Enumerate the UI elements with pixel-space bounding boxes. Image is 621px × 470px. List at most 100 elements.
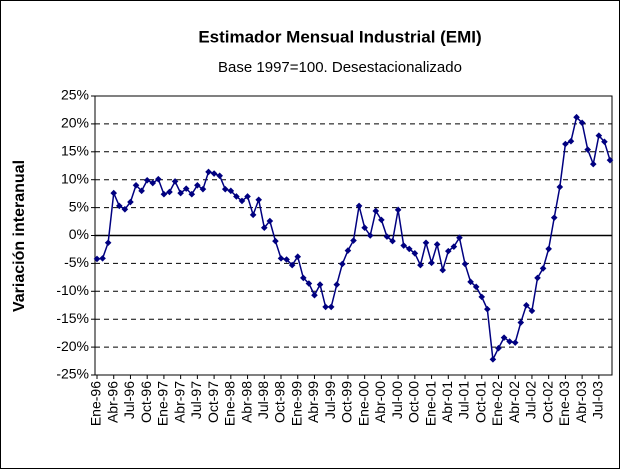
marker: [277, 255, 285, 262]
x-tick-label: Jul-03: [590, 381, 606, 419]
marker: [344, 247, 352, 254]
x-tick-label: Ene-03: [556, 381, 572, 426]
marker: [511, 339, 519, 346]
x-tick-label: Jul-98: [255, 381, 271, 419]
y-tick-label: -15%: [56, 310, 89, 326]
marker: [110, 189, 118, 197]
marker: [99, 255, 106, 262]
marker: [205, 168, 212, 176]
x-tick-label: Ene-97: [155, 381, 171, 426]
marker: [350, 237, 357, 244]
x-tick-label: Ene-96: [88, 381, 104, 426]
marker: [355, 202, 363, 210]
marker: [422, 239, 430, 247]
marker: [405, 245, 413, 253]
marker: [283, 256, 290, 263]
marker: [450, 243, 458, 250]
marker: [143, 176, 151, 184]
marker: [517, 319, 525, 326]
marker: [316, 281, 324, 288]
marker: [478, 293, 486, 301]
marker: [578, 119, 586, 127]
x-tick-label: Abr-02: [506, 381, 522, 423]
x-tick-label: Oct-96: [138, 381, 154, 423]
marker: [484, 305, 491, 313]
y-tick-label: 10%: [61, 170, 89, 186]
marker: [311, 291, 318, 299]
x-tick-label: Ene-01: [422, 381, 438, 426]
marker: [171, 178, 179, 185]
marker: [461, 260, 469, 268]
marker: [601, 138, 608, 146]
marker: [545, 245, 552, 253]
marker: [104, 239, 112, 247]
marker: [116, 202, 123, 210]
marker: [606, 156, 614, 164]
x-tick-label: Oct-01: [472, 381, 488, 423]
marker: [584, 146, 591, 153]
marker: [132, 181, 140, 189]
marker: [93, 255, 101, 263]
x-tick-label: Jul-00: [389, 381, 405, 419]
x-tick-label: Abr-01: [439, 381, 455, 423]
marker: [333, 281, 341, 288]
x-tick-label: Oct-99: [339, 381, 355, 423]
marker: [227, 187, 235, 195]
marker: [260, 224, 268, 231]
marker: [378, 216, 385, 224]
x-tick-label: Abr-97: [171, 381, 187, 423]
marker: [589, 160, 597, 168]
x-tick-label: Oct-02: [539, 381, 555, 423]
marker: [327, 303, 335, 311]
x-tick-label: Abr-98: [238, 381, 254, 423]
marker: [188, 190, 196, 198]
marker: [233, 193, 240, 200]
marker: [294, 253, 302, 261]
marker: [121, 205, 129, 213]
y-tick-label: 20%: [61, 115, 89, 131]
marker: [255, 196, 263, 204]
marker: [389, 237, 396, 245]
marker: [166, 188, 173, 196]
x-tick-label: Ene-99: [288, 381, 304, 426]
x-tick-label: Abr-96: [104, 381, 120, 423]
x-tick-label: Jul-96: [121, 381, 137, 419]
marker: [305, 280, 313, 287]
marker: [249, 211, 257, 219]
marker: [444, 247, 452, 255]
marker: [339, 260, 346, 268]
y-axis-title: Variación interanual: [11, 160, 28, 312]
marker: [300, 274, 307, 282]
marker: [495, 344, 502, 352]
x-tick-label: Abr-03: [573, 381, 589, 423]
marker: [467, 278, 474, 286]
marker: [539, 265, 547, 272]
marker: [366, 232, 374, 239]
marker: [149, 179, 157, 187]
marker: [194, 181, 201, 189]
marker: [428, 259, 435, 267]
marker: [199, 185, 207, 193]
x-tick-label: Jul-97: [188, 381, 204, 419]
y-tick-label: 25%: [61, 87, 89, 103]
marker: [155, 175, 162, 183]
marker: [489, 356, 497, 363]
marker: [244, 193, 251, 200]
marker: [160, 190, 168, 198]
marker: [383, 233, 391, 240]
x-tick-label: Abr-99: [305, 381, 321, 423]
marker: [182, 185, 190, 192]
marker: [556, 183, 564, 191]
marker: [567, 137, 575, 145]
marker: [177, 189, 184, 197]
marker: [456, 234, 463, 242]
marker: [394, 206, 402, 214]
marker: [439, 266, 447, 274]
marker: [238, 197, 246, 205]
y-tick-label: -25%: [56, 366, 89, 382]
marker: [266, 217, 274, 225]
marker: [417, 261, 424, 269]
marker: [500, 334, 508, 341]
marker: [523, 301, 530, 309]
x-tick-label: Oct-98: [272, 381, 288, 423]
